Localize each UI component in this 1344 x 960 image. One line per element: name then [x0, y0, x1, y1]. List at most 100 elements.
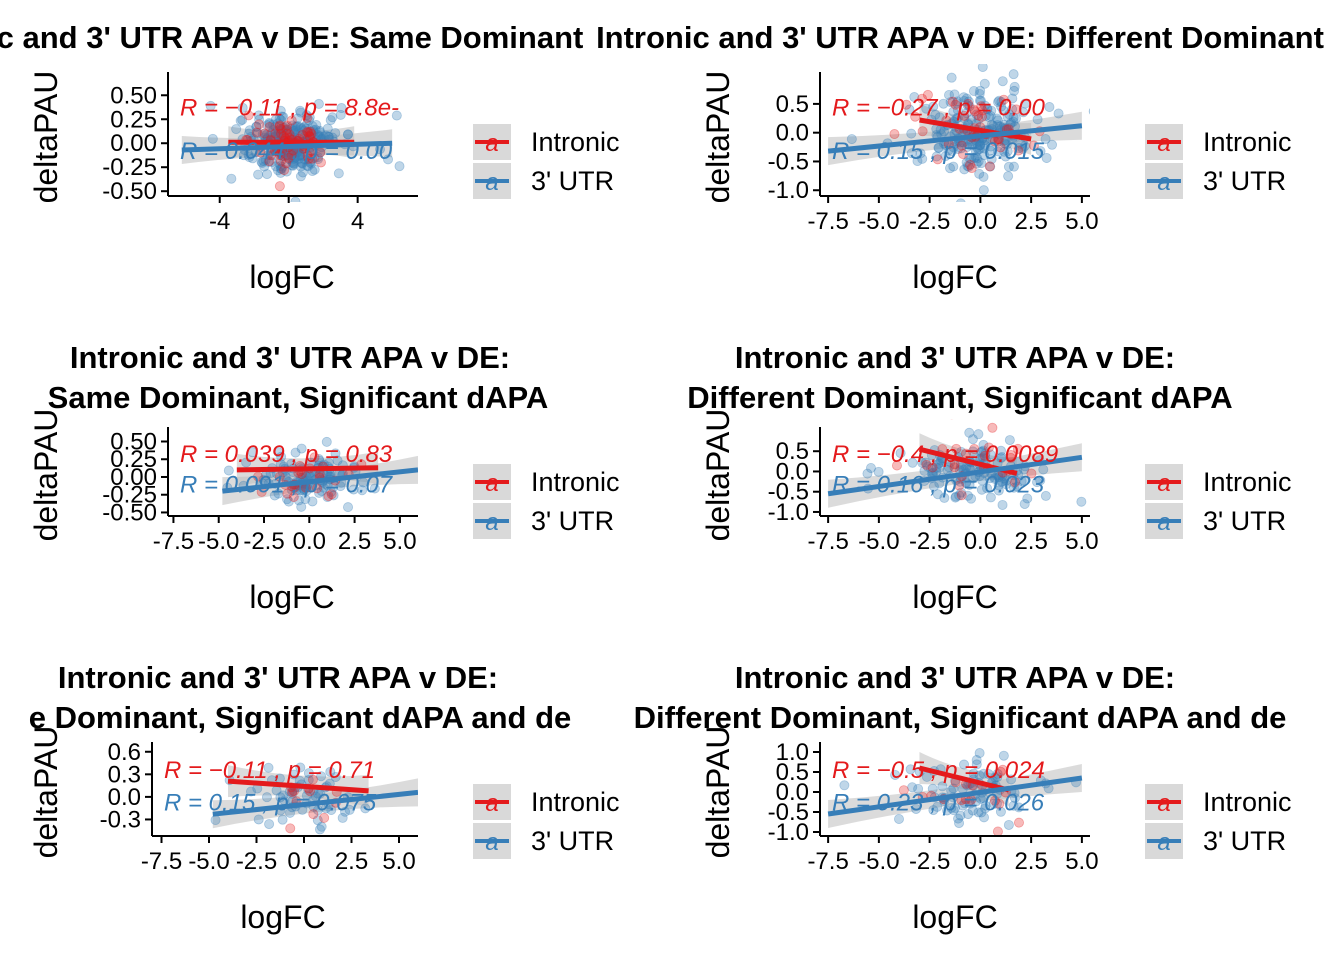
data-point-utr [325, 115, 336, 126]
data-point-utr [295, 149, 306, 160]
plot-area: R = −0.11 , p = 8.8e- R = 0.044 , p = 0.0… [180, 95, 405, 202]
data-point-utr [286, 160, 297, 171]
data-point-utr [1032, 114, 1043, 125]
x-tick-label: -2.5 [236, 848, 277, 875]
data-point-utr [283, 127, 294, 138]
data-point-utr [906, 148, 917, 159]
panel-title: Intronic and 3' UTR APA v DE: [735, 340, 1175, 375]
data-point-utr [959, 759, 970, 770]
data-point-utr [913, 783, 924, 794]
data-point-utr [299, 485, 310, 496]
data-point-utr [273, 165, 284, 176]
data-point-utr [993, 485, 1004, 496]
data-point-utr [295, 150, 306, 161]
data-point-utr [284, 153, 295, 164]
data-point-intronic [968, 104, 979, 115]
data-point-intronic [305, 126, 316, 137]
data-point-intronic [1006, 450, 1017, 461]
data-point-utr [305, 157, 316, 168]
data-point-intronic [309, 452, 320, 463]
x-tick-label: -2.5 [243, 528, 284, 555]
data-point-intronic [917, 126, 928, 137]
data-point-intronic [259, 128, 270, 139]
y-tick-label: -1.0 [768, 177, 809, 204]
data-point-utr [277, 122, 288, 133]
data-point-utr [288, 153, 299, 164]
data-point-intronic [286, 115, 297, 126]
data-point-utr [292, 121, 303, 132]
legend-label-intronic: Intronic [1203, 127, 1292, 157]
panel-title: Intronic and 3' UTR APA v DE: Different … [596, 20, 1324, 55]
data-point-utr [257, 129, 268, 140]
data-point-intronic [1026, 468, 1037, 479]
data-point-utr [973, 144, 984, 155]
data-point-utr [973, 429, 984, 440]
data-point-utr [934, 462, 945, 473]
data-point-utr [971, 146, 982, 157]
data-point-intronic [965, 159, 976, 170]
data-point-utr [938, 98, 949, 109]
data-point-utr [993, 136, 1004, 147]
data-point-utr [964, 139, 975, 150]
y-tick-label: -0.25 [102, 482, 157, 509]
stat-label-intronic: R = −0.27 , p = 0.00 [832, 95, 1045, 122]
data-point-utr [956, 446, 967, 457]
data-point-utr [336, 103, 347, 114]
data-point-utr [990, 772, 1001, 783]
fit-line-utr [827, 123, 1083, 154]
data-point-utr [1010, 113, 1021, 124]
data-point-utr [268, 119, 279, 130]
data-point-utr [865, 462, 876, 473]
data-point-utr [919, 465, 930, 476]
data-point-utr [980, 800, 991, 811]
data-point-utr [342, 129, 353, 140]
data-point-intronic [326, 489, 337, 500]
data-point-utr [963, 809, 974, 820]
data-point-utr [343, 129, 354, 140]
data-point-utr [993, 97, 1004, 108]
data-point-intronic [284, 129, 295, 140]
panel-title: Intronic and 3' UTR APA v DE: [70, 340, 510, 375]
data-point-utr [974, 748, 985, 759]
data-point-utr [266, 157, 277, 168]
data-point-intronic [274, 181, 285, 192]
legend-label-intronic: Intronic [1203, 467, 1292, 497]
data-point-utr [267, 150, 278, 161]
legend: a Intronic a 3' UTR [1145, 784, 1292, 859]
y-tick-label: -0.5 [768, 148, 809, 175]
data-point-utr [962, 100, 973, 111]
data-point-utr [244, 128, 255, 139]
data-point-utr [978, 171, 989, 182]
data-point-intronic [917, 93, 928, 104]
data-point-utr [943, 89, 954, 100]
legend: a Intronic a 3' UTR [473, 784, 620, 859]
legend-key-glyph: a [485, 790, 498, 817]
plot-area: R = −0.4 , p = 0.0089 R = 0.16 , p = 0.02… [827, 419, 1087, 510]
data-point-utr [1032, 477, 1043, 488]
data-point-utr [316, 771, 327, 782]
data-point-utr [992, 115, 1003, 126]
data-point-utr [1003, 161, 1014, 172]
data-point-intronic [275, 123, 286, 134]
data-point-intronic [281, 120, 292, 131]
data-point-intronic [989, 795, 1000, 806]
data-point-utr [959, 798, 970, 809]
data-point-intronic [994, 798, 1005, 809]
data-point-intronic [275, 156, 286, 167]
data-point-utr [1009, 85, 1020, 96]
y-axis-title: deltaPAU [28, 71, 64, 204]
data-point-utr [950, 491, 961, 502]
data-point-utr [326, 486, 337, 497]
data-point-utr [335, 109, 346, 120]
data-point-intronic [307, 153, 318, 164]
data-point-utr [291, 485, 302, 496]
data-point-utr [318, 482, 329, 493]
x-axis-title: logFC [912, 259, 997, 295]
data-point-utr [305, 156, 316, 167]
data-point-utr [940, 151, 951, 162]
data-point-utr [964, 479, 975, 490]
data-point-intronic [1028, 140, 1039, 151]
legend-key-glyph: a [1157, 829, 1170, 856]
data-point-utr [917, 457, 928, 468]
plot-area: R = 0.039 , p = 0.83 R = 0.091 , p = 0.07 [180, 436, 418, 513]
